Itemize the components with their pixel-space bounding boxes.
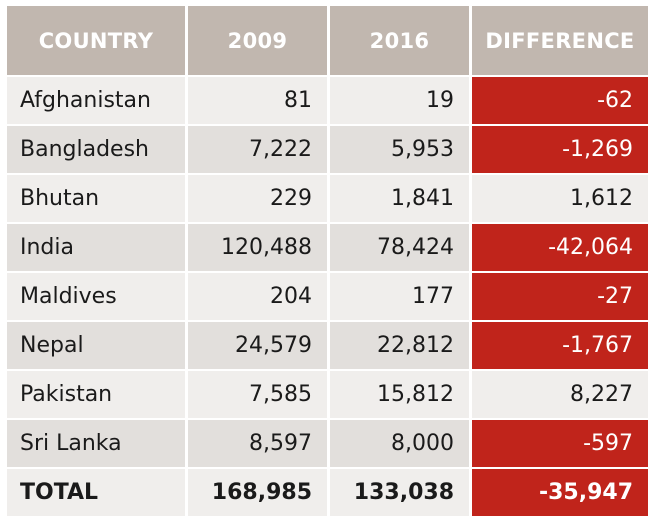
value-2009-cell: 120,488 bbox=[188, 224, 327, 271]
country-cell: Nepal bbox=[7, 322, 185, 369]
value-2016-cell: 1,841 bbox=[330, 175, 469, 222]
value-2016-cell: 22,812 bbox=[330, 322, 469, 369]
total-difference-cell: -35,947 bbox=[472, 469, 648, 516]
value-2009-cell: 81 bbox=[188, 77, 327, 124]
country-cell: Sri Lanka bbox=[7, 420, 185, 467]
value-2009-cell: 204 bbox=[188, 273, 327, 320]
difference-cell: -597 bbox=[472, 420, 648, 467]
value-2009-cell: 229 bbox=[188, 175, 327, 222]
header-2016: 2016 bbox=[330, 6, 469, 75]
country-cell: Afghanistan bbox=[7, 77, 185, 124]
data-table: COUNTRY 2009 2016 DIFFERENCE Afghanistan… bbox=[7, 6, 648, 516]
header-country: COUNTRY bbox=[7, 6, 185, 75]
value-2016-cell: 177 bbox=[330, 273, 469, 320]
difference-cell: -1,269 bbox=[472, 126, 648, 173]
difference-cell: -42,064 bbox=[472, 224, 648, 271]
value-2016-cell: 19 bbox=[330, 77, 469, 124]
country-cell: Bhutan bbox=[7, 175, 185, 222]
country-cell: Maldives bbox=[7, 273, 185, 320]
total-label: TOTAL bbox=[7, 469, 185, 516]
difference-cell: 8,227 bbox=[472, 371, 648, 418]
total-2016-cell: 133,038 bbox=[330, 469, 469, 516]
total-2009-cell: 168,985 bbox=[188, 469, 327, 516]
difference-cell: -1,767 bbox=[472, 322, 648, 369]
country-cell: Bangladesh bbox=[7, 126, 185, 173]
difference-cell: -27 bbox=[472, 273, 648, 320]
country-cell: India bbox=[7, 224, 185, 271]
value-2009-cell: 24,579 bbox=[188, 322, 327, 369]
country-cell: Pakistan bbox=[7, 371, 185, 418]
value-2009-cell: 7,585 bbox=[188, 371, 327, 418]
value-2009-cell: 8,597 bbox=[188, 420, 327, 467]
difference-cell: -62 bbox=[472, 77, 648, 124]
header-difference: DIFFERENCE bbox=[472, 6, 648, 75]
value-2009-cell: 7,222 bbox=[188, 126, 327, 173]
value-2016-cell: 78,424 bbox=[330, 224, 469, 271]
header-2009: 2009 bbox=[188, 6, 327, 75]
value-2016-cell: 15,812 bbox=[330, 371, 469, 418]
value-2016-cell: 8,000 bbox=[330, 420, 469, 467]
difference-cell: 1,612 bbox=[472, 175, 648, 222]
value-2016-cell: 5,953 bbox=[330, 126, 469, 173]
